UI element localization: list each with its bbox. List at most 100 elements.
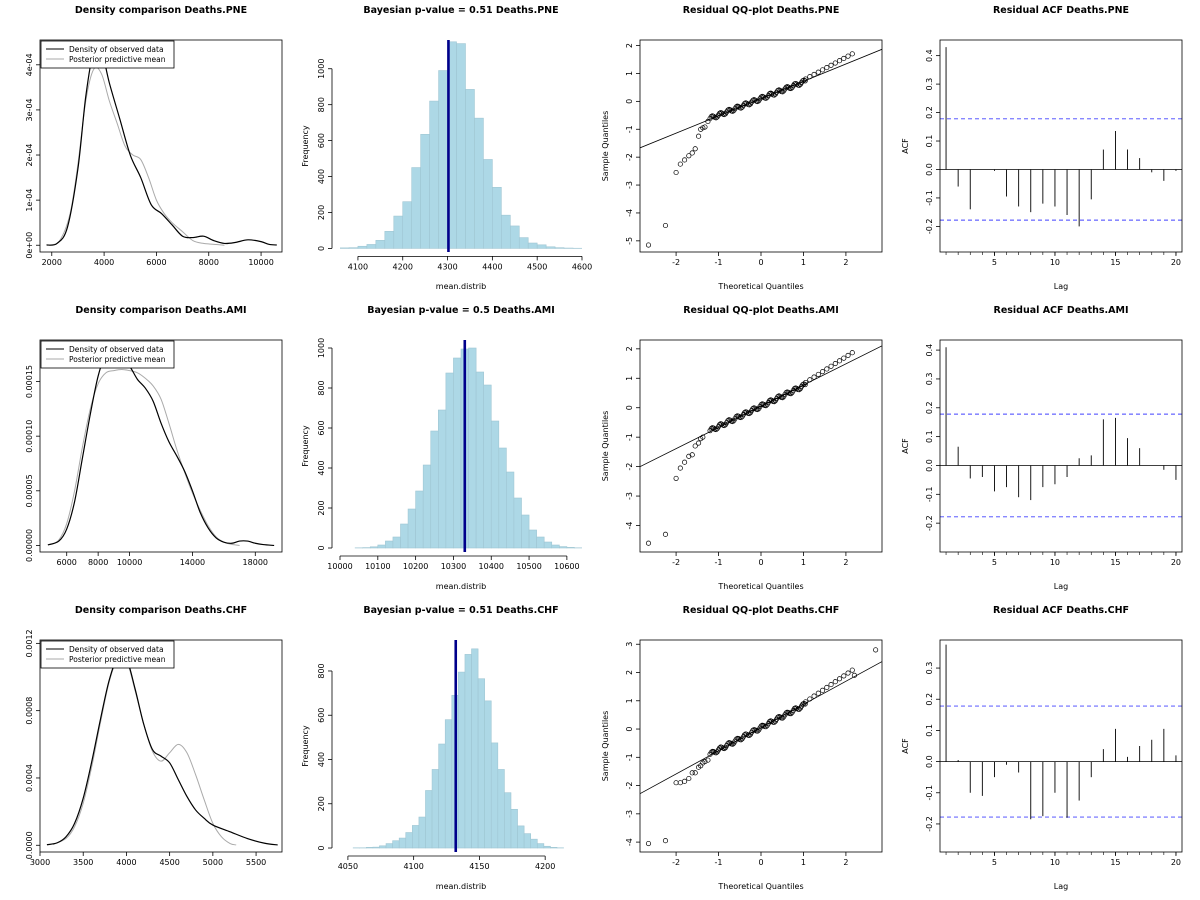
x-tick-label: 4100 [403, 862, 423, 871]
y-tick-label: 0.00000 [25, 529, 34, 562]
qq-point [841, 55, 847, 61]
histogram-bar [536, 244, 547, 249]
histogram-bar [357, 245, 368, 249]
histogram-bar [379, 845, 387, 849]
y-tick-label: 0.0008 [25, 697, 34, 725]
x-tick-label: 3500 [73, 858, 93, 867]
y-axis-label: Sample Quantiles [601, 111, 610, 182]
qq-point [705, 757, 711, 763]
y-tick-label: -0.1 [925, 190, 934, 206]
y-axis: -4 -3 -2 -1 0 1 2 [625, 346, 640, 529]
x-tick-label: 4500 [159, 858, 179, 867]
qq-point [777, 714, 783, 720]
qq-point [741, 410, 748, 416]
x-tick-label: -2 [672, 858, 680, 867]
histogram-bar [497, 769, 505, 849]
legend-box [40, 340, 175, 369]
qq-point [741, 101, 748, 107]
histogram-bar [393, 215, 404, 249]
histogram-bar [340, 247, 350, 249]
x-tick-label: 0 [758, 858, 763, 867]
qq-point [702, 758, 708, 765]
qq-point [824, 684, 830, 691]
qq-point [686, 153, 692, 159]
x-tick-label: 10200 [403, 562, 428, 571]
x-tick-label: 10600 [554, 562, 579, 571]
y-tick-label: 0.0 [925, 163, 934, 176]
qq-point [700, 434, 706, 440]
qq-point [750, 97, 756, 103]
plot-area [46, 653, 278, 846]
histogram-bar [545, 246, 556, 249]
legend-label: Posterior predictive mean [69, 55, 166, 64]
qq-point [717, 110, 723, 117]
histogram-bar [521, 514, 530, 549]
y-tick-label: 600 [317, 133, 326, 148]
y-tick-label: -0.1 [925, 785, 934, 801]
histogram-bar [398, 837, 407, 849]
histogram-bar [513, 497, 522, 549]
chart-title: Density comparison Deaths.PNE [75, 5, 247, 16]
y-axis: 0.0000 0.0004 0.0008 0.0012 [25, 629, 40, 859]
histogram-bar [559, 546, 568, 549]
qq-point [807, 377, 813, 383]
qq-point [820, 369, 826, 375]
x-tick-label: 10 [1050, 258, 1060, 267]
x-tick-label: 3000 [30, 858, 50, 867]
x-tick-label: 10000 [248, 258, 273, 267]
histogram-bar [518, 237, 529, 249]
plot-area [47, 352, 275, 547]
x-tick-label: 20 [1171, 558, 1181, 567]
qq-point [849, 350, 855, 356]
y-tick-label: 200 [317, 205, 326, 220]
x-axis-label: mean.distrib [436, 282, 486, 291]
qq-point [717, 422, 723, 428]
y-axis: -4 -3 -2 -1 0 1 2 3 [625, 642, 640, 846]
qq-point [766, 719, 773, 725]
qq-point [682, 778, 688, 784]
qq-point [689, 452, 695, 458]
qq-point [750, 727, 756, 734]
plot-area [354, 340, 582, 552]
qq-point [783, 390, 789, 396]
histogram-bar [458, 671, 466, 849]
histogram-bar [509, 225, 520, 249]
histogram-bar [543, 541, 553, 549]
qq-point [791, 706, 798, 712]
histogram-bar [385, 843, 393, 849]
x-axis-label: Lag [1054, 282, 1068, 291]
histogram-bar [551, 544, 560, 549]
y-axis: -0.2 -0.1 0.0 0.1 0.2 0.3 [925, 662, 940, 832]
x-tick-label: 15 [1110, 258, 1120, 267]
qq-point [802, 78, 808, 84]
qq-point [815, 690, 821, 696]
x-tick-label: -2 [672, 258, 680, 267]
y-tick-label: -5 [625, 237, 634, 245]
y-tick-label: 0.4 [925, 49, 934, 62]
panel-density-2: Density comparison Deaths.AMI 6000 8000 100… [25, 305, 283, 567]
y-tick-label: -0.2 [925, 219, 934, 235]
y-tick-label: 0.2 [925, 401, 934, 414]
qq-point [769, 91, 775, 97]
qq-point [788, 391, 794, 397]
y-tick-label: 0 [317, 246, 326, 251]
plot-area [352, 640, 564, 852]
y-tick-label: 0 [625, 99, 634, 104]
qq-point [815, 69, 821, 75]
qq-point [788, 711, 794, 717]
qq-point [686, 775, 692, 782]
x-axis: 6000 8000 10000 14000 18000 [57, 552, 268, 567]
y-tick-label: 0.1 [925, 724, 934, 737]
x-axis-label: Theoretical Quantiles [717, 882, 803, 891]
histogram-bar [566, 547, 575, 549]
qq-point [802, 382, 808, 388]
x-tick-label: 4300 [437, 262, 457, 271]
qq-point [783, 710, 789, 716]
plot-area [940, 347, 1182, 518]
histogram-bar [550, 847, 558, 849]
x-tick-label: 14000 [180, 558, 205, 567]
x-tick-label: 4200 [393, 262, 413, 271]
